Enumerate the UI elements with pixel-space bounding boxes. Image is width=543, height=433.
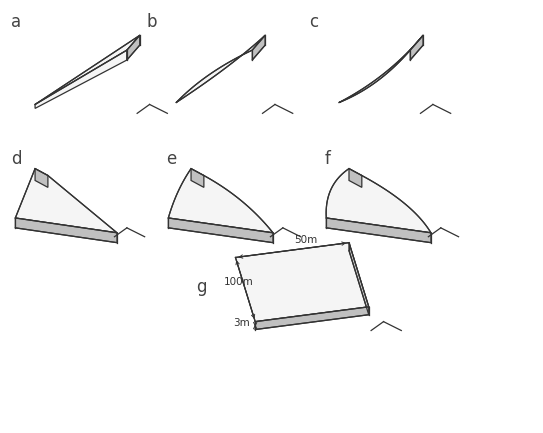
Polygon shape — [191, 168, 204, 187]
Polygon shape — [349, 242, 369, 315]
Polygon shape — [176, 36, 265, 103]
Polygon shape — [35, 50, 127, 108]
Polygon shape — [127, 36, 140, 60]
Polygon shape — [168, 168, 273, 233]
Polygon shape — [349, 168, 362, 187]
Polygon shape — [255, 307, 369, 330]
Polygon shape — [15, 218, 117, 242]
Text: b: b — [147, 13, 157, 32]
Text: e: e — [166, 150, 176, 168]
Polygon shape — [168, 218, 273, 242]
Polygon shape — [15, 168, 117, 233]
Text: f: f — [324, 150, 330, 168]
Text: c: c — [310, 13, 319, 32]
Polygon shape — [410, 36, 423, 60]
Text: 100m: 100m — [224, 277, 254, 287]
Text: 3m: 3m — [233, 317, 250, 328]
Polygon shape — [326, 218, 431, 242]
Polygon shape — [35, 168, 48, 187]
Polygon shape — [339, 36, 423, 103]
Text: d: d — [11, 150, 22, 168]
Polygon shape — [326, 168, 431, 233]
Polygon shape — [252, 36, 265, 60]
Text: g: g — [196, 278, 206, 296]
Polygon shape — [35, 36, 140, 104]
Text: 50m: 50m — [294, 235, 318, 245]
Text: a: a — [11, 13, 22, 32]
Polygon shape — [236, 242, 369, 322]
